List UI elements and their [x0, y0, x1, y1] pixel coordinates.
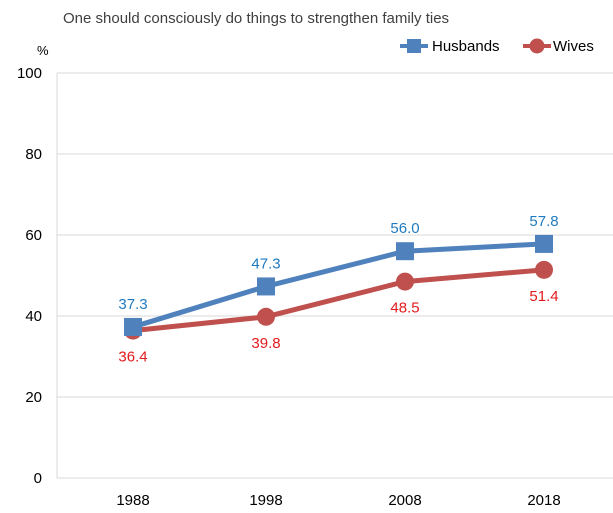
- data-point-husbands: [535, 234, 553, 253]
- x-tick-label: 2018: [527, 492, 560, 509]
- data-labels: 37.3 47.3 56.0 57.8 36.4 39.8 48.5 51.4: [118, 213, 558, 366]
- legend-marker-wives: [529, 38, 545, 54]
- legend-label-wives: Wives: [553, 38, 594, 55]
- series-group: [124, 234, 553, 340]
- legend: Husbands Wives: [400, 38, 594, 55]
- data-label-wives: 48.5: [390, 300, 419, 317]
- x-tick-label: 2008: [388, 492, 421, 509]
- data-point-wives: [396, 272, 414, 291]
- data-point-wives: [257, 307, 275, 326]
- data-point-husbands: [257, 277, 275, 296]
- grid-lines: [56, 72, 613, 479]
- legend-marker-husbands: [407, 39, 421, 53]
- data-label-wives: 51.4: [529, 288, 558, 305]
- data-label-wives: 36.4: [118, 349, 147, 366]
- y-tick-label: 80: [25, 146, 42, 163]
- y-tick-label: 40: [25, 308, 42, 325]
- x-tick-label: 1998: [249, 492, 282, 509]
- y-tick-label: 20: [25, 389, 42, 406]
- data-point-husbands: [124, 317, 142, 336]
- series-line-husbands: [132, 241, 545, 330]
- y-tick-label: 100: [17, 65, 42, 82]
- data-label-wives: 39.8: [251, 335, 280, 352]
- data-label-husbands: 56.0: [390, 220, 419, 237]
- data-point-wives: [535, 260, 553, 279]
- x-axis-ticks: 1988 1998 2008 2018: [116, 492, 560, 509]
- data-label-husbands: 47.3: [251, 255, 280, 272]
- data-label-husbands: 37.3: [118, 296, 147, 313]
- y-tick-label: 60: [25, 227, 42, 244]
- data-point-husbands: [396, 242, 414, 261]
- chart-title: One should consciously do things to stre…: [63, 10, 449, 27]
- x-tick-label: 1988: [116, 492, 149, 509]
- y-axis-unit: %: [37, 43, 49, 58]
- data-label-husbands: 57.8: [529, 213, 558, 230]
- y-tick-label: 0: [34, 470, 42, 487]
- series-line-wives: [132, 267, 545, 334]
- legend-label-husbands: Husbands: [432, 38, 500, 55]
- y-axis-ticks: 0 20 40 60 80 100: [17, 65, 42, 487]
